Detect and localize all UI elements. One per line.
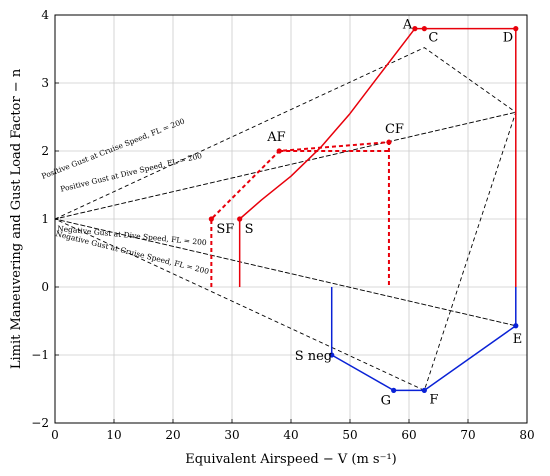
flap-envelope-line <box>210 141 390 287</box>
x-tick-label: 70 <box>460 428 475 442</box>
point-s <box>237 216 243 222</box>
grid-lines <box>54 14 528 424</box>
x-tick-label: 0 <box>51 428 59 442</box>
point-d <box>513 26 519 32</box>
point-a <box>412 26 418 32</box>
y-tick-label: 1 <box>41 212 49 226</box>
x-tick-label: 60 <box>401 428 416 442</box>
x-tick-label: 20 <box>165 428 180 442</box>
point-label-cf: CF <box>385 122 404 137</box>
clean-positive-envelope-line <box>238 27 517 287</box>
y-tick-label: 4 <box>41 8 49 22</box>
point-label-f: F <box>429 392 438 407</box>
y-tick-label: 3 <box>41 76 49 90</box>
y-tick-label: 0 <box>41 280 49 294</box>
y-tick-label: −2 <box>31 416 49 430</box>
x-tick-label: 50 <box>342 428 357 442</box>
ticks-group: 0 10 20 30 40 50 60 70 80 −2 −1 0 1 2 3 4 <box>31 8 534 442</box>
points-group: AC D AF CF SF S E S neg G F <box>208 18 523 408</box>
x-tick-label: 40 <box>283 428 298 442</box>
x-axis-label: Equivalent Airspeed − V (m s⁻¹) <box>185 452 397 467</box>
point-label-c: C <box>428 31 438 46</box>
point-g <box>391 387 397 393</box>
point-label-d: D <box>503 31 513 46</box>
point-sf <box>208 216 214 222</box>
series-group <box>210 27 517 392</box>
point-af <box>276 148 282 154</box>
point-f <box>421 387 427 393</box>
y-tick-label: −1 <box>31 348 49 362</box>
point-label-s: S <box>245 222 254 237</box>
point-label-sf: SF <box>216 222 234 237</box>
point-label-e: E <box>513 332 523 347</box>
x-tick-label: 10 <box>106 428 121 442</box>
point-label-a: A <box>402 18 413 33</box>
y-tick-label: 2 <box>41 144 49 158</box>
point-label-af: AF <box>266 130 285 145</box>
x-tick-label: 80 <box>519 428 534 442</box>
negative-envelope-line <box>330 287 517 392</box>
y-axis-label: Limit Maneuvering and Gust Load Factor −… <box>9 68 24 369</box>
point-c <box>421 26 427 32</box>
gust-annotations: Positive Gust at Cruise Speed, FL = 200P… <box>40 116 210 276</box>
point-e <box>513 323 519 329</box>
point-label-g: G <box>381 393 391 408</box>
point-label-s-neg: S neg <box>295 349 332 364</box>
x-tick-label: 30 <box>224 428 239 442</box>
point-cf <box>386 139 392 145</box>
point-s-neg <box>329 352 335 358</box>
